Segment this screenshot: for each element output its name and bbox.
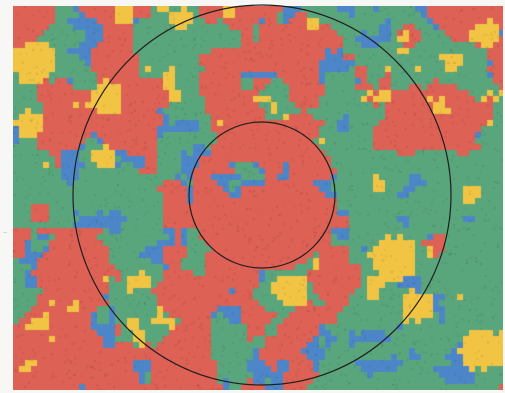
land-cover-raster[interactable]: [13, 6, 503, 390]
map-frame[interactable]: [13, 6, 503, 390]
edge-tick-mark: [3, 232, 7, 233]
